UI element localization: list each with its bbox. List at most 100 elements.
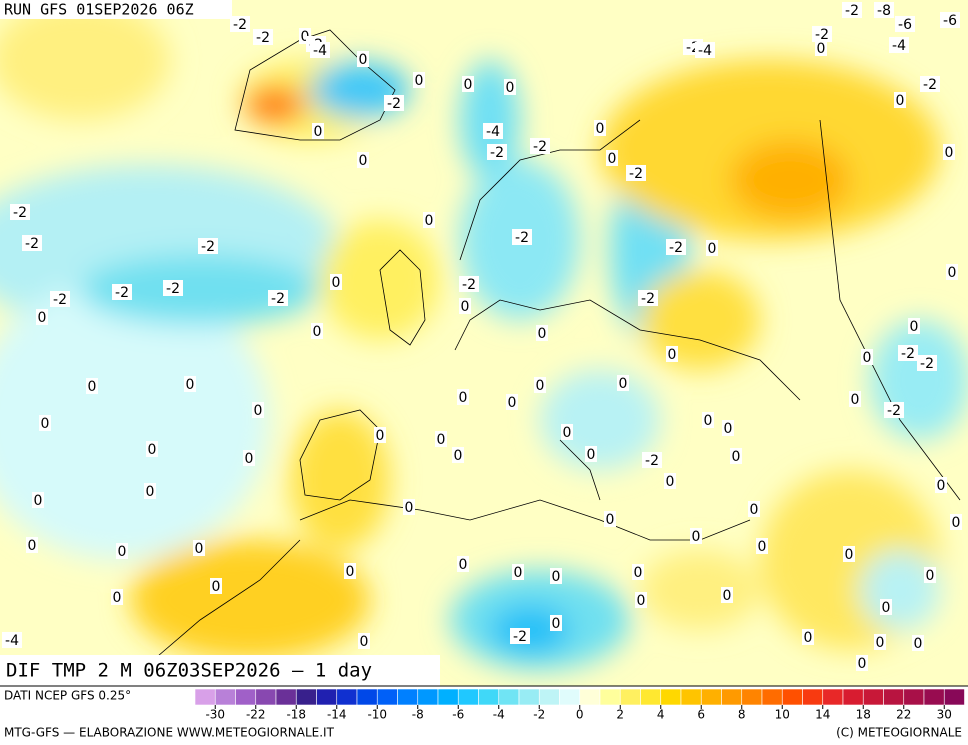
- contour-label-box: [457, 556, 469, 572]
- contour-label-box: [917, 355, 937, 371]
- contour-label: 0: [508, 395, 517, 411]
- contour-label: 0: [148, 442, 157, 458]
- contour-label: 0: [38, 310, 47, 326]
- colorbar-tick-label: -8: [412, 708, 424, 722]
- colorbar-swatch: [275, 688, 297, 706]
- contour-label-box: [912, 635, 924, 651]
- contour-label-box: [730, 448, 742, 464]
- contour-label: 0: [666, 474, 675, 490]
- contour-label: 0: [536, 378, 545, 394]
- contour-label: 0: [750, 502, 759, 518]
- contour-label: -2: [645, 453, 659, 469]
- contour-label-box: [2, 632, 22, 648]
- colorbar-tick-label: -6: [452, 708, 464, 722]
- contour-label-box: [924, 567, 936, 583]
- contour-label-box: [940, 12, 960, 28]
- contour-label: -2: [923, 77, 937, 93]
- colorbar-swatch: [721, 688, 743, 706]
- colorbar-swatch: [579, 688, 601, 706]
- contour-label-box: [384, 95, 404, 111]
- contour-label-box: [849, 391, 861, 407]
- contour-label-box: [311, 323, 323, 339]
- colorbar-swatch: [619, 688, 641, 706]
- contour-label-box: [534, 377, 546, 393]
- contour-label: 0: [637, 593, 646, 609]
- contour-label: 0: [34, 493, 43, 509]
- contour-label: 0: [454, 448, 463, 464]
- contour-label-box: [310, 42, 330, 58]
- contour-label-box: [635, 592, 647, 608]
- contour-label-box: [935, 477, 947, 493]
- contour-label: 0: [41, 416, 50, 432]
- contour-label-box: [812, 26, 832, 42]
- colorbar-swatch: [903, 688, 925, 706]
- contour-label: 0: [245, 451, 254, 467]
- contour-label: -2: [53, 292, 67, 308]
- contour-label: -2: [201, 239, 215, 255]
- contour-label: 0: [817, 41, 826, 57]
- contour-label-box: [512, 564, 524, 580]
- contour-label: -2: [533, 139, 547, 155]
- contour-label: 0: [425, 213, 434, 229]
- colorbar-tick-label: 18: [856, 708, 871, 722]
- contour-label: 0: [596, 121, 605, 137]
- run-label: RUN GFS 01SEP2026 06Z: [4, 1, 194, 19]
- contour-label: 0: [619, 376, 628, 392]
- contour-label-box: [36, 309, 48, 325]
- contour-label-box: [550, 568, 562, 584]
- colorbar-swatch: [417, 688, 439, 706]
- contour-label: -2: [115, 285, 129, 301]
- contour-label: 0: [863, 350, 872, 366]
- contour-label-box: [690, 528, 702, 544]
- colorbar-swatch: [660, 688, 682, 706]
- contour-label-box: [374, 427, 386, 443]
- contour-label: -2: [845, 3, 859, 19]
- contour-label: 0: [313, 324, 322, 340]
- colorbar-swatch: [356, 688, 378, 706]
- contour-label-box: [144, 483, 156, 499]
- contour-label-box: [884, 402, 904, 418]
- contour-label-box: [626, 165, 646, 181]
- contour-label: 0: [314, 124, 323, 140]
- contour-label-box: [413, 72, 425, 88]
- contour-label-box: [666, 346, 678, 362]
- contour-label-box: [243, 450, 255, 466]
- contour-label-box: [861, 349, 873, 365]
- contour-label-box: [111, 589, 123, 605]
- contour-label-box: [585, 446, 597, 462]
- contour-label-box: [895, 16, 915, 32]
- contour-label-box: [10, 204, 30, 220]
- contour-label: 0: [952, 515, 961, 531]
- contour-label: -4: [486, 124, 500, 140]
- contour-label: -2: [256, 30, 270, 46]
- contour-label-box: [815, 40, 827, 56]
- contour-label-box: [146, 441, 158, 457]
- contour-label: 0: [332, 275, 341, 291]
- contour-label: 0: [360, 634, 369, 650]
- colorbar-swatch: [943, 688, 965, 706]
- contour-label-box: [459, 276, 479, 292]
- contour-label-box: [268, 290, 288, 306]
- title-box: [0, 655, 440, 686]
- contour-label-box: [457, 389, 469, 405]
- contour-label: 0: [113, 590, 122, 606]
- colorbar-tick-label: -18: [286, 708, 306, 722]
- contour-label: 0: [587, 447, 596, 463]
- contour-label: 0: [376, 428, 385, 444]
- contour-label: 0: [708, 241, 717, 257]
- contour-label: 0: [415, 73, 424, 89]
- colorbar-swatch: [538, 688, 560, 706]
- contour-label-box: [842, 2, 862, 18]
- colorbar-tick-label: 10: [775, 708, 790, 722]
- contour-label: 0: [538, 326, 547, 342]
- footer-right: (C) METEOGIORNALE: [836, 726, 962, 740]
- contour-label-box: [530, 138, 550, 154]
- contour-label-box: [536, 325, 548, 341]
- source-label: DATI NCEP GFS 0.25°: [4, 689, 131, 703]
- contour-label: 0: [359, 52, 368, 68]
- contour-label: 0: [876, 635, 885, 651]
- contour-label-box: [403, 499, 415, 515]
- contour-label-box: [748, 501, 760, 517]
